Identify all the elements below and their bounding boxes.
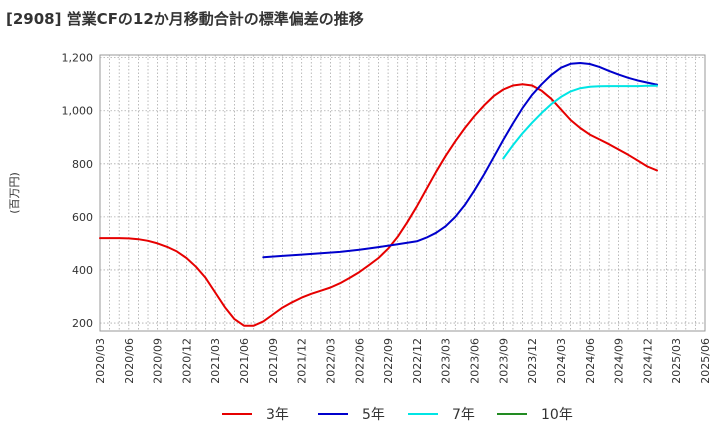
horizontal-gridlines: [100, 57, 705, 324]
x-tick-label: 2022/09: [382, 338, 395, 384]
x-tick-label: 2022/03: [324, 338, 337, 384]
y-tick-label: 800: [72, 158, 93, 171]
legend-label: 5年: [362, 407, 385, 423]
x-tick-label: 2020/03: [94, 338, 107, 384]
plot-area: [99, 54, 706, 332]
x-tick-label: 2020/12: [180, 338, 193, 384]
x-tick-label: 2024/12: [641, 338, 654, 384]
series-line-3年: [99, 83, 658, 327]
series-line-5年: [262, 62, 658, 259]
x-tick-label: 2025/03: [670, 338, 683, 384]
x-tick-label: 2023/12: [526, 338, 539, 384]
y-tick-label: 200: [72, 317, 93, 330]
x-tick-label: 2022/06: [353, 338, 366, 384]
legend-label: 3年: [266, 407, 289, 423]
x-tick-label: 2024/09: [613, 338, 626, 384]
y-tick-label: 1,200: [62, 52, 94, 65]
legend: 3年 5年 7年 10年: [222, 407, 573, 423]
vertical-gridlines: [109, 55, 696, 331]
x-tick-label: 2024/03: [555, 338, 568, 384]
x-tick-label: 2021/06: [238, 338, 251, 384]
series-lines: [99, 62, 658, 327]
x-tick-label: 2023/06: [469, 338, 482, 384]
chart-title: [2908] 営業CFの12か月移動合計の標準偏差の推移: [6, 10, 364, 28]
y-tick-label: 1,000: [62, 105, 94, 118]
x-tick-label: 2023/03: [440, 338, 453, 384]
y-tick-label: 400: [72, 264, 93, 277]
x-tick-label: 2021/12: [296, 338, 309, 384]
x-tick-label: 2022/12: [411, 338, 424, 384]
x-axis-ticks: 2020/03 2020/06 2020/09 2020/12 2021/03 2021/…: [94, 338, 712, 384]
x-tick-label: 2020/06: [123, 338, 136, 384]
x-tick-label: 2020/09: [152, 338, 165, 384]
y-axis-label: (百万円): [8, 172, 21, 214]
y-tick-label: 600: [72, 211, 93, 224]
legend-label: 7年: [452, 407, 475, 423]
legend-label: 10年: [541, 407, 573, 423]
series-line-7年: [502, 84, 658, 160]
y-axis-ticks: 200 400 600 800 1,000 1,200: [62, 52, 94, 330]
x-tick-label: 2024/06: [584, 338, 597, 384]
x-tick-label: 2023/09: [497, 338, 510, 384]
x-tick-label: 2021/09: [267, 338, 280, 384]
x-tick-label: 2021/03: [209, 338, 222, 384]
x-tick-label: 2025/06: [699, 338, 712, 384]
